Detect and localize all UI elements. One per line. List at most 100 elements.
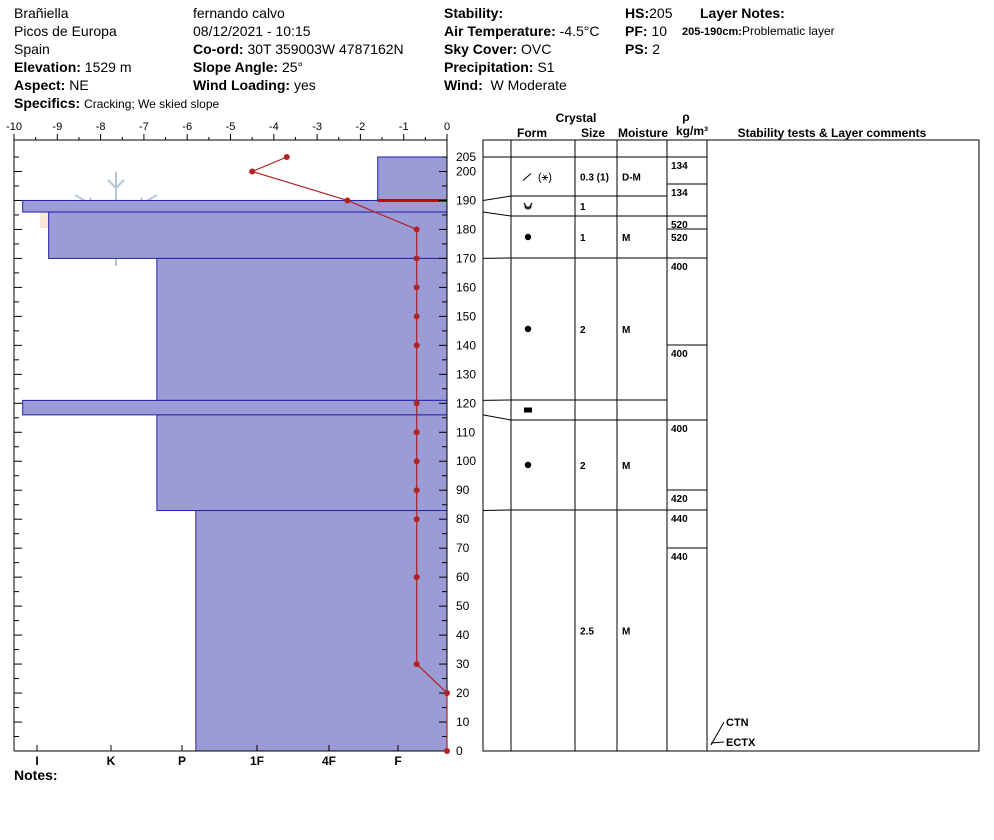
hardness-tick-label: P [178, 754, 186, 768]
temperature-point [413, 313, 420, 320]
table-frame [482, 139, 980, 752]
rounded-grain-icon [524, 461, 532, 469]
hardness-tick-label: K [107, 754, 116, 768]
temperature-point [413, 516, 420, 523]
temperature-point [413, 342, 420, 349]
depth-tick-label: 20 [456, 686, 470, 700]
pf-value: 10 [651, 23, 668, 39]
chart-axes: -10 -9 -8 -7 -6 -5 -4 -3 -2 -1 0010203040506070809… [6, 121, 476, 768]
layer-moisture: D-M [622, 173, 641, 184]
depth-tick-label: 70 [456, 541, 470, 555]
depth-tick-label: 0 [456, 744, 463, 758]
snowpilot-logo: SNOW PILOT [40, 172, 190, 266]
elevation: Elevation: 1529 m [14, 58, 132, 76]
temp-tick-label: -8 [96, 121, 106, 133]
temp-tick-label: -7 [139, 121, 149, 133]
density-value: 134 [671, 188, 688, 199]
hardness-bar [48, 211, 448, 259]
wind-label: Wind: [444, 77, 483, 93]
column-header-rho: ρ [682, 110, 689, 124]
hardness-tick-label: 4F [322, 754, 336, 768]
depth-tick-label: 110 [456, 425, 475, 439]
layer-moisture: M [622, 627, 630, 638]
ps-label: PS: [625, 41, 649, 57]
decomposing-icon [522, 173, 532, 181]
logo-text: SNOW PILOT [52, 209, 179, 231]
hs-value: 205 [649, 5, 673, 21]
temperature-point [283, 154, 290, 160]
column-header-density_unit: kg/m³ [676, 124, 708, 138]
hs: HS:205 [625, 4, 672, 22]
temp-tick-label: -10 [6, 121, 22, 133]
temperature-point [413, 458, 420, 465]
rounded-grain-icon [524, 233, 532, 241]
observer: fernando calvo [193, 5, 285, 21]
decomposing-secondary-icon: (⚹) [538, 172, 552, 184]
temperature-point [444, 748, 450, 754]
temp-tick-label: -9 [52, 121, 62, 133]
hs-label: HS: [625, 5, 650, 21]
temperature-line [250, 156, 448, 751]
temperature-point [249, 168, 256, 175]
aspect-label: Aspect: [14, 77, 66, 93]
layer-notes-label: Layer Notes: [700, 5, 785, 21]
depth-tick-label: 80 [456, 512, 470, 526]
depth-tick-label: 170 [456, 251, 476, 265]
layer-size: 2 [580, 461, 586, 472]
hardness-bar [22, 399, 448, 416]
temp-tick-label: -4 [269, 121, 279, 133]
column-header-size: Size [581, 126, 605, 140]
depth-tick-label: 205 [456, 150, 476, 164]
column-header-crystal: Crystal [556, 111, 597, 125]
specifics-label: Specifics: [14, 95, 81, 111]
depth-tick-label: 90 [456, 483, 470, 497]
density-value: 520 [671, 233, 688, 244]
temp-tick-label: -6 [182, 121, 192, 133]
slope-label: Slope Angle: [193, 59, 279, 75]
depth-tick-label: 200 [456, 164, 476, 178]
hardness-bar [156, 257, 448, 401]
stability-test-leader [710, 721, 725, 746]
coord-value: 30T 359003W 4787162N [247, 41, 404, 57]
hardness-bar [22, 199, 448, 213]
depth-tick-label: 130 [456, 367, 476, 381]
layer-moisture: M [622, 233, 630, 244]
airtemp-label: Air Temperature: [444, 23, 556, 39]
temp-tick-label: -5 [226, 121, 236, 133]
wind: Wind: W Moderate [444, 76, 567, 94]
coord-label: Co-ord: [193, 41, 244, 57]
layer-connector [482, 211, 667, 217]
temperature-point [413, 429, 420, 436]
rounded-grain-icon [524, 325, 532, 333]
elevation-label: Elevation: [14, 59, 81, 75]
precip-value: S1 [537, 59, 555, 75]
depth-tick-label: 190 [456, 193, 476, 207]
airtemp-value: -4.5°C [559, 23, 600, 39]
hardness-bar [156, 414, 448, 512]
notes-label: Notes: [14, 767, 58, 783]
depth-tick-label: 100 [456, 454, 476, 468]
hardness-bar [195, 510, 448, 752]
density-value: 400 [671, 262, 688, 273]
density-value: 134 [671, 161, 688, 172]
depth-tick-label: 150 [456, 309, 476, 323]
temperature-point [413, 574, 420, 581]
layer-moisture: M [622, 461, 630, 472]
layer-size: 1 [580, 233, 586, 244]
hardness-tick-label: 1F [250, 754, 264, 768]
location-country: Spain [14, 41, 50, 57]
depth-tick-label: 60 [456, 570, 470, 584]
specifics-value: Cracking; We skied slope [84, 97, 220, 111]
precipitation: Precipitation: S1 [444, 58, 554, 76]
sky-label: Sky Cover: [444, 41, 518, 57]
temp-tick-label: -3 [312, 121, 322, 133]
hardness-layers [22, 156, 448, 752]
stability-test-label: CTN [726, 717, 749, 729]
temperature-point [413, 400, 420, 407]
depth-tick-label: 160 [456, 280, 476, 294]
ps-value: 2 [652, 41, 661, 57]
datetime: 08/12/2021 - 10:15 [193, 23, 311, 39]
stability-test-leader [710, 741, 725, 744]
layer-connector [482, 414, 667, 421]
